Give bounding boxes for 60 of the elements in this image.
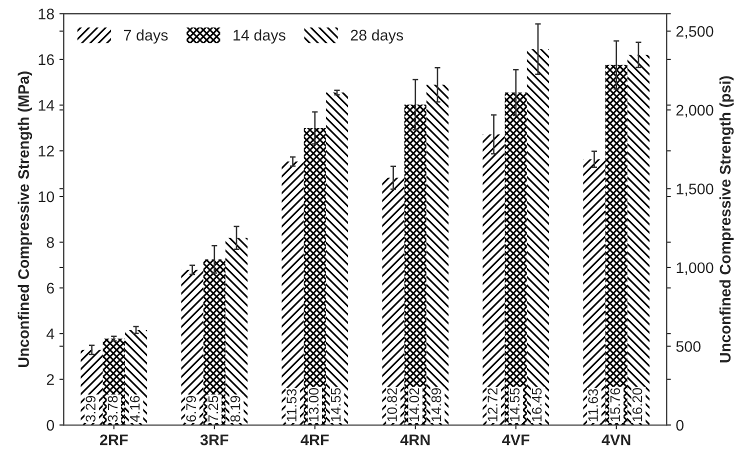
- bar: [225, 238, 248, 426]
- y2-tick-label: 2,000: [676, 104, 714, 118]
- bar: [382, 178, 404, 426]
- bar: [627, 54, 650, 426]
- y-tick-label: 14: [38, 100, 54, 111]
- legend-label: 14 days: [234, 29, 286, 44]
- y2-tick-label: 2,500: [676, 26, 714, 39]
- y2-tick-label: 1,500: [676, 184, 714, 196]
- data-label: 11.63: [588, 389, 598, 422]
- bar: [504, 92, 527, 426]
- y-tick-label: 6: [46, 282, 54, 294]
- data-label: 14.55: [510, 388, 520, 422]
- bar: [203, 259, 226, 426]
- y2-tick-label: 0: [676, 420, 684, 431]
- y-tick-label: 4: [46, 328, 54, 340]
- y-tick-label: 12: [38, 146, 54, 156]
- y2-tick-label: 1,000: [676, 262, 714, 275]
- bar: [304, 128, 326, 426]
- x-tick-label: 4VN: [602, 434, 630, 446]
- data-label: 8.19: [230, 396, 240, 422]
- data-label: 15.76: [610, 388, 620, 422]
- data-label: 3.78: [108, 396, 118, 422]
- data-label: 14.89: [431, 388, 442, 422]
- bar: [181, 270, 204, 426]
- y-tick-label: 18: [38, 8, 54, 20]
- bar: [282, 162, 304, 426]
- y2-tick-label: 500: [676, 341, 701, 352]
- y-tick-label: 8: [46, 237, 54, 248]
- data-label: 6.79: [186, 396, 196, 422]
- y-tick-label: 10: [38, 191, 54, 202]
- y2-axis-title: Unconfined Compressive Strength (psi): [719, 76, 734, 362]
- bar: [583, 159, 606, 426]
- x-tick-label: 4RN: [400, 434, 430, 446]
- data-label: 14.55: [331, 388, 341, 422]
- data-label: 10.82: [387, 388, 398, 422]
- bar: [526, 49, 550, 426]
- x-tick-label: 4VF: [502, 434, 530, 446]
- bar: [605, 64, 628, 426]
- legend-label: 28 days: [350, 29, 404, 44]
- bar: [482, 134, 505, 426]
- bar: [426, 84, 449, 426]
- data-label: 16.45: [532, 388, 542, 422]
- data-label: 4.16: [130, 396, 140, 422]
- y-axis-title: Unconfined Compressive Strength (MPa): [18, 72, 32, 367]
- data-label: 14.02: [409, 388, 420, 422]
- y-tick-label: 0: [46, 420, 54, 431]
- data-label: 3.29: [86, 396, 96, 422]
- x-tick-label: 2RF: [100, 434, 128, 446]
- bar: [326, 92, 348, 426]
- data-label: 13.00: [308, 388, 319, 422]
- data-label: 16.20: [632, 388, 642, 422]
- x-tick-label: 4RF: [300, 434, 329, 446]
- data-label: 7.25: [208, 396, 218, 422]
- data-label: 12.72: [488, 388, 498, 422]
- data-label: 11.53: [286, 389, 297, 422]
- legend-label: 7 days: [124, 29, 168, 44]
- bar: [404, 104, 426, 426]
- y-tick-label: 16: [38, 54, 54, 66]
- y-tick-label: 2: [46, 374, 54, 385]
- x-tick-label: 3RF: [200, 434, 228, 446]
